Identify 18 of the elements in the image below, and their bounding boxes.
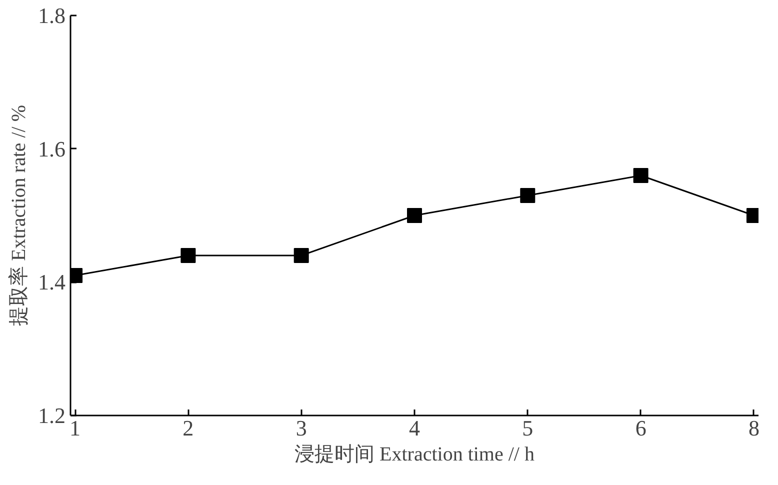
point [180, 248, 196, 263]
y-tick-label: 1.8 [38, 3, 66, 28]
y-axis-title: 提取率 Extraction rate // % [8, 104, 30, 326]
x-tick-label: 6 [635, 416, 646, 440]
x-tick-label: 8 [748, 416, 760, 440]
y-tick-label: 1.4 [38, 270, 66, 295]
x-tick-label: 2 [182, 416, 194, 440]
point [520, 188, 536, 203]
x-tick-label: 1 [70, 416, 81, 440]
point [294, 248, 309, 263]
point [633, 168, 648, 183]
x-tick-label: 4 [409, 416, 420, 440]
x-tick-label: 5 [522, 416, 534, 440]
x-axis-title: 浸提时间 Extraction time // h [294, 444, 534, 466]
y-tick-label: 1.6 [38, 136, 66, 162]
y-tick-label: 1.2 [38, 403, 66, 428]
point [407, 208, 422, 223]
x-tick-label: 3 [296, 416, 307, 440]
